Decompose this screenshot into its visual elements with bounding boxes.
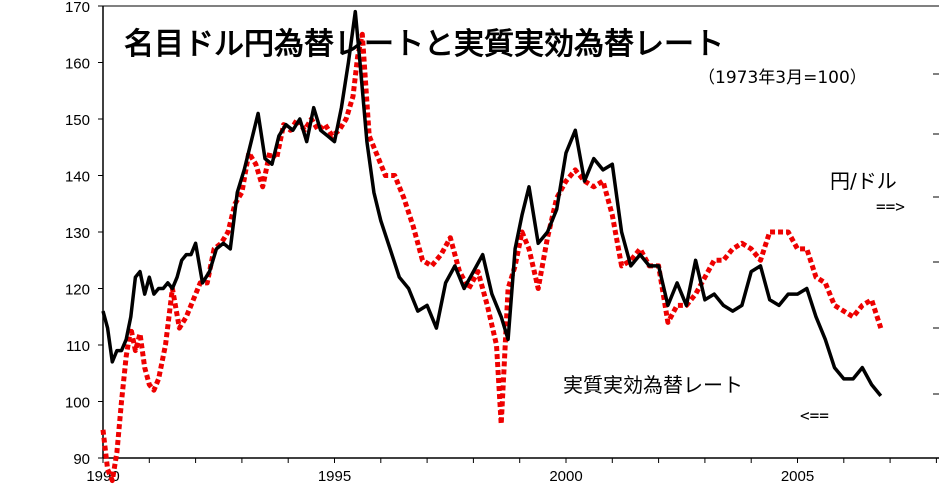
x-tick-label: 2000 — [549, 468, 582, 485]
x-ticks: 1990 1995 2000 2005 — [86, 458, 937, 485]
y-tick-label: 110 — [66, 338, 90, 355]
series-arrow-yen-dollar: ==> — [876, 197, 905, 216]
series-label-yen-dollar: 円/ドル — [830, 169, 897, 193]
series-layer — [100, 9, 884, 484]
y-tick-label: 140 — [65, 169, 90, 186]
series-line-reer — [101, 9, 883, 398]
series-arrow-reer: <== — [800, 406, 829, 425]
y-tick-label: 160 — [65, 56, 90, 73]
y-tick-label: 150 — [65, 112, 90, 129]
y-tick-label: 90 — [73, 451, 90, 468]
x-tick-label: 1995 — [318, 468, 351, 485]
chart-title: 名目ドル円為替レートと実質実効為替レート — [124, 27, 724, 62]
y-ticks: 90 100 110 120 130 140 150 160 170 — [65, 0, 103, 468]
x-tick-label: 2005 — [781, 468, 814, 485]
right-axis-ticks — [933, 73, 939, 459]
y-tick-label: 170 — [65, 0, 90, 16]
series-label-reer: 実質実効為替レート — [563, 373, 743, 397]
y-tick-label: 100 — [65, 395, 90, 412]
series-line-yen-dollar — [100, 31, 884, 484]
y-tick-label: 120 — [65, 282, 90, 299]
chart-subtitle: （1973年3月=100） — [698, 68, 867, 88]
y-tick-label: 130 — [65, 225, 90, 242]
